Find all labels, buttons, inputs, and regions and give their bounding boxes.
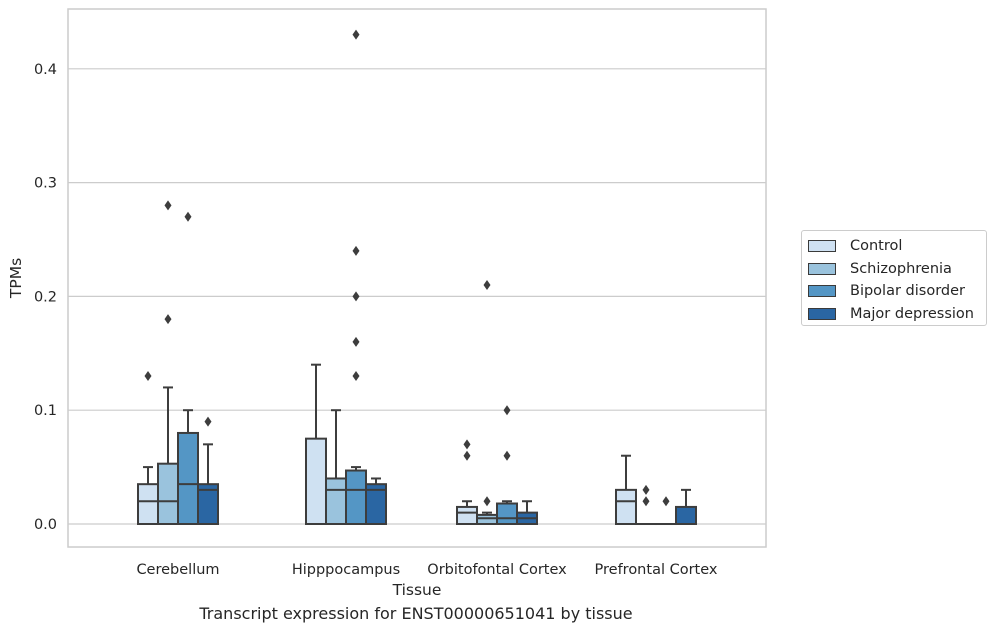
x-tick-label: Cerebellum <box>136 562 219 578</box>
box <box>345 469 367 526</box>
box-major-depression <box>197 416 219 526</box>
x-tick-labels: Cerebellum Hipppocampus Orbitofontal Corte… <box>136 562 717 578</box>
legend-swatch <box>808 285 836 298</box>
box-control <box>615 454 637 525</box>
legend-label: Control <box>850 238 903 255</box>
box <box>305 437 327 525</box>
outlier-point <box>144 371 152 382</box>
box-major-depression <box>365 477 387 526</box>
box <box>157 462 179 526</box>
box-schizophrenia <box>476 280 498 525</box>
box <box>476 513 498 525</box>
legend-swatch <box>808 262 836 275</box>
legend-swatch <box>808 307 836 320</box>
outlier-point <box>352 291 360 302</box>
box-major-depression <box>675 488 697 525</box>
y-axis-title: TPMs <box>7 258 25 299</box>
box-schizophrenia <box>635 484 657 526</box>
box-groups <box>137 29 697 526</box>
outlier-point <box>483 496 491 507</box>
box-control <box>305 363 327 525</box>
outlier-point <box>184 211 192 222</box>
outlier-point <box>503 405 511 416</box>
box <box>365 483 387 526</box>
outlier-point <box>204 416 212 427</box>
outlier-point <box>164 314 172 325</box>
box-schizophrenia <box>325 409 347 526</box>
box-bipolar-disorder <box>345 29 367 526</box>
legend-swatch <box>808 240 836 253</box>
box-bipolar-disorder <box>177 211 199 525</box>
box <box>137 483 159 526</box>
outlier-point <box>642 484 650 495</box>
box <box>675 505 697 525</box>
x-tick-label: Orbitofontal Cortex <box>427 562 567 578</box>
outlier-point <box>503 450 511 461</box>
box-bipolar-disorder <box>496 405 518 525</box>
legend: Control Schizophrenia Bipolar disorder Majo… <box>801 230 987 326</box>
legend-item: Bipolar disorder <box>808 280 986 303</box>
outlier-point <box>352 371 360 382</box>
outlier-point <box>662 496 670 507</box>
outlier-point <box>463 450 471 461</box>
plot-area <box>67 8 767 548</box>
legend-item: Major depression <box>808 303 986 326</box>
y-tick-label: 0.4 <box>34 62 57 78</box>
outlier-point <box>642 496 650 507</box>
y-tick-label: 0.2 <box>34 289 57 305</box>
box-bipolar-disorder <box>655 496 677 526</box>
outlier-point <box>463 439 471 450</box>
box-major-depression <box>516 500 538 525</box>
x-axis-title: Tissue <box>392 581 442 599</box>
outlier-point <box>164 200 172 211</box>
box <box>197 483 219 526</box>
legend-label: Schizophrenia <box>850 260 952 277</box>
box <box>496 502 518 525</box>
legend-item: Schizophrenia <box>808 258 986 281</box>
box <box>177 431 199 525</box>
legend-label: Major depression <box>850 305 974 322</box>
grid-lines <box>68 68 766 525</box>
outlier-point <box>352 29 360 40</box>
y-tick-label: 0.0 <box>34 517 57 533</box>
x-tick-label: Hipppocampus <box>292 562 400 578</box>
outlier-point <box>352 245 360 256</box>
legend-label: Bipolar disorder <box>850 283 965 300</box>
box-schizophrenia <box>157 200 179 526</box>
box-control <box>456 439 478 525</box>
legend-item: Control <box>808 235 986 258</box>
y-tick-label: 0.1 <box>34 403 57 419</box>
box <box>615 488 637 525</box>
y-tick-labels: 0.0 0.1 0.2 0.3 0.4 <box>34 62 57 533</box>
chart-caption: Transcript expression for ENST0000065104… <box>199 604 633 623</box>
box <box>325 477 347 526</box>
y-tick-label: 0.3 <box>34 176 57 192</box>
outlier-point <box>483 280 491 291</box>
box-control <box>137 371 159 526</box>
box <box>456 505 478 525</box>
outlier-point <box>352 336 360 347</box>
x-tick-label: Prefrontal Cortex <box>595 562 718 578</box>
